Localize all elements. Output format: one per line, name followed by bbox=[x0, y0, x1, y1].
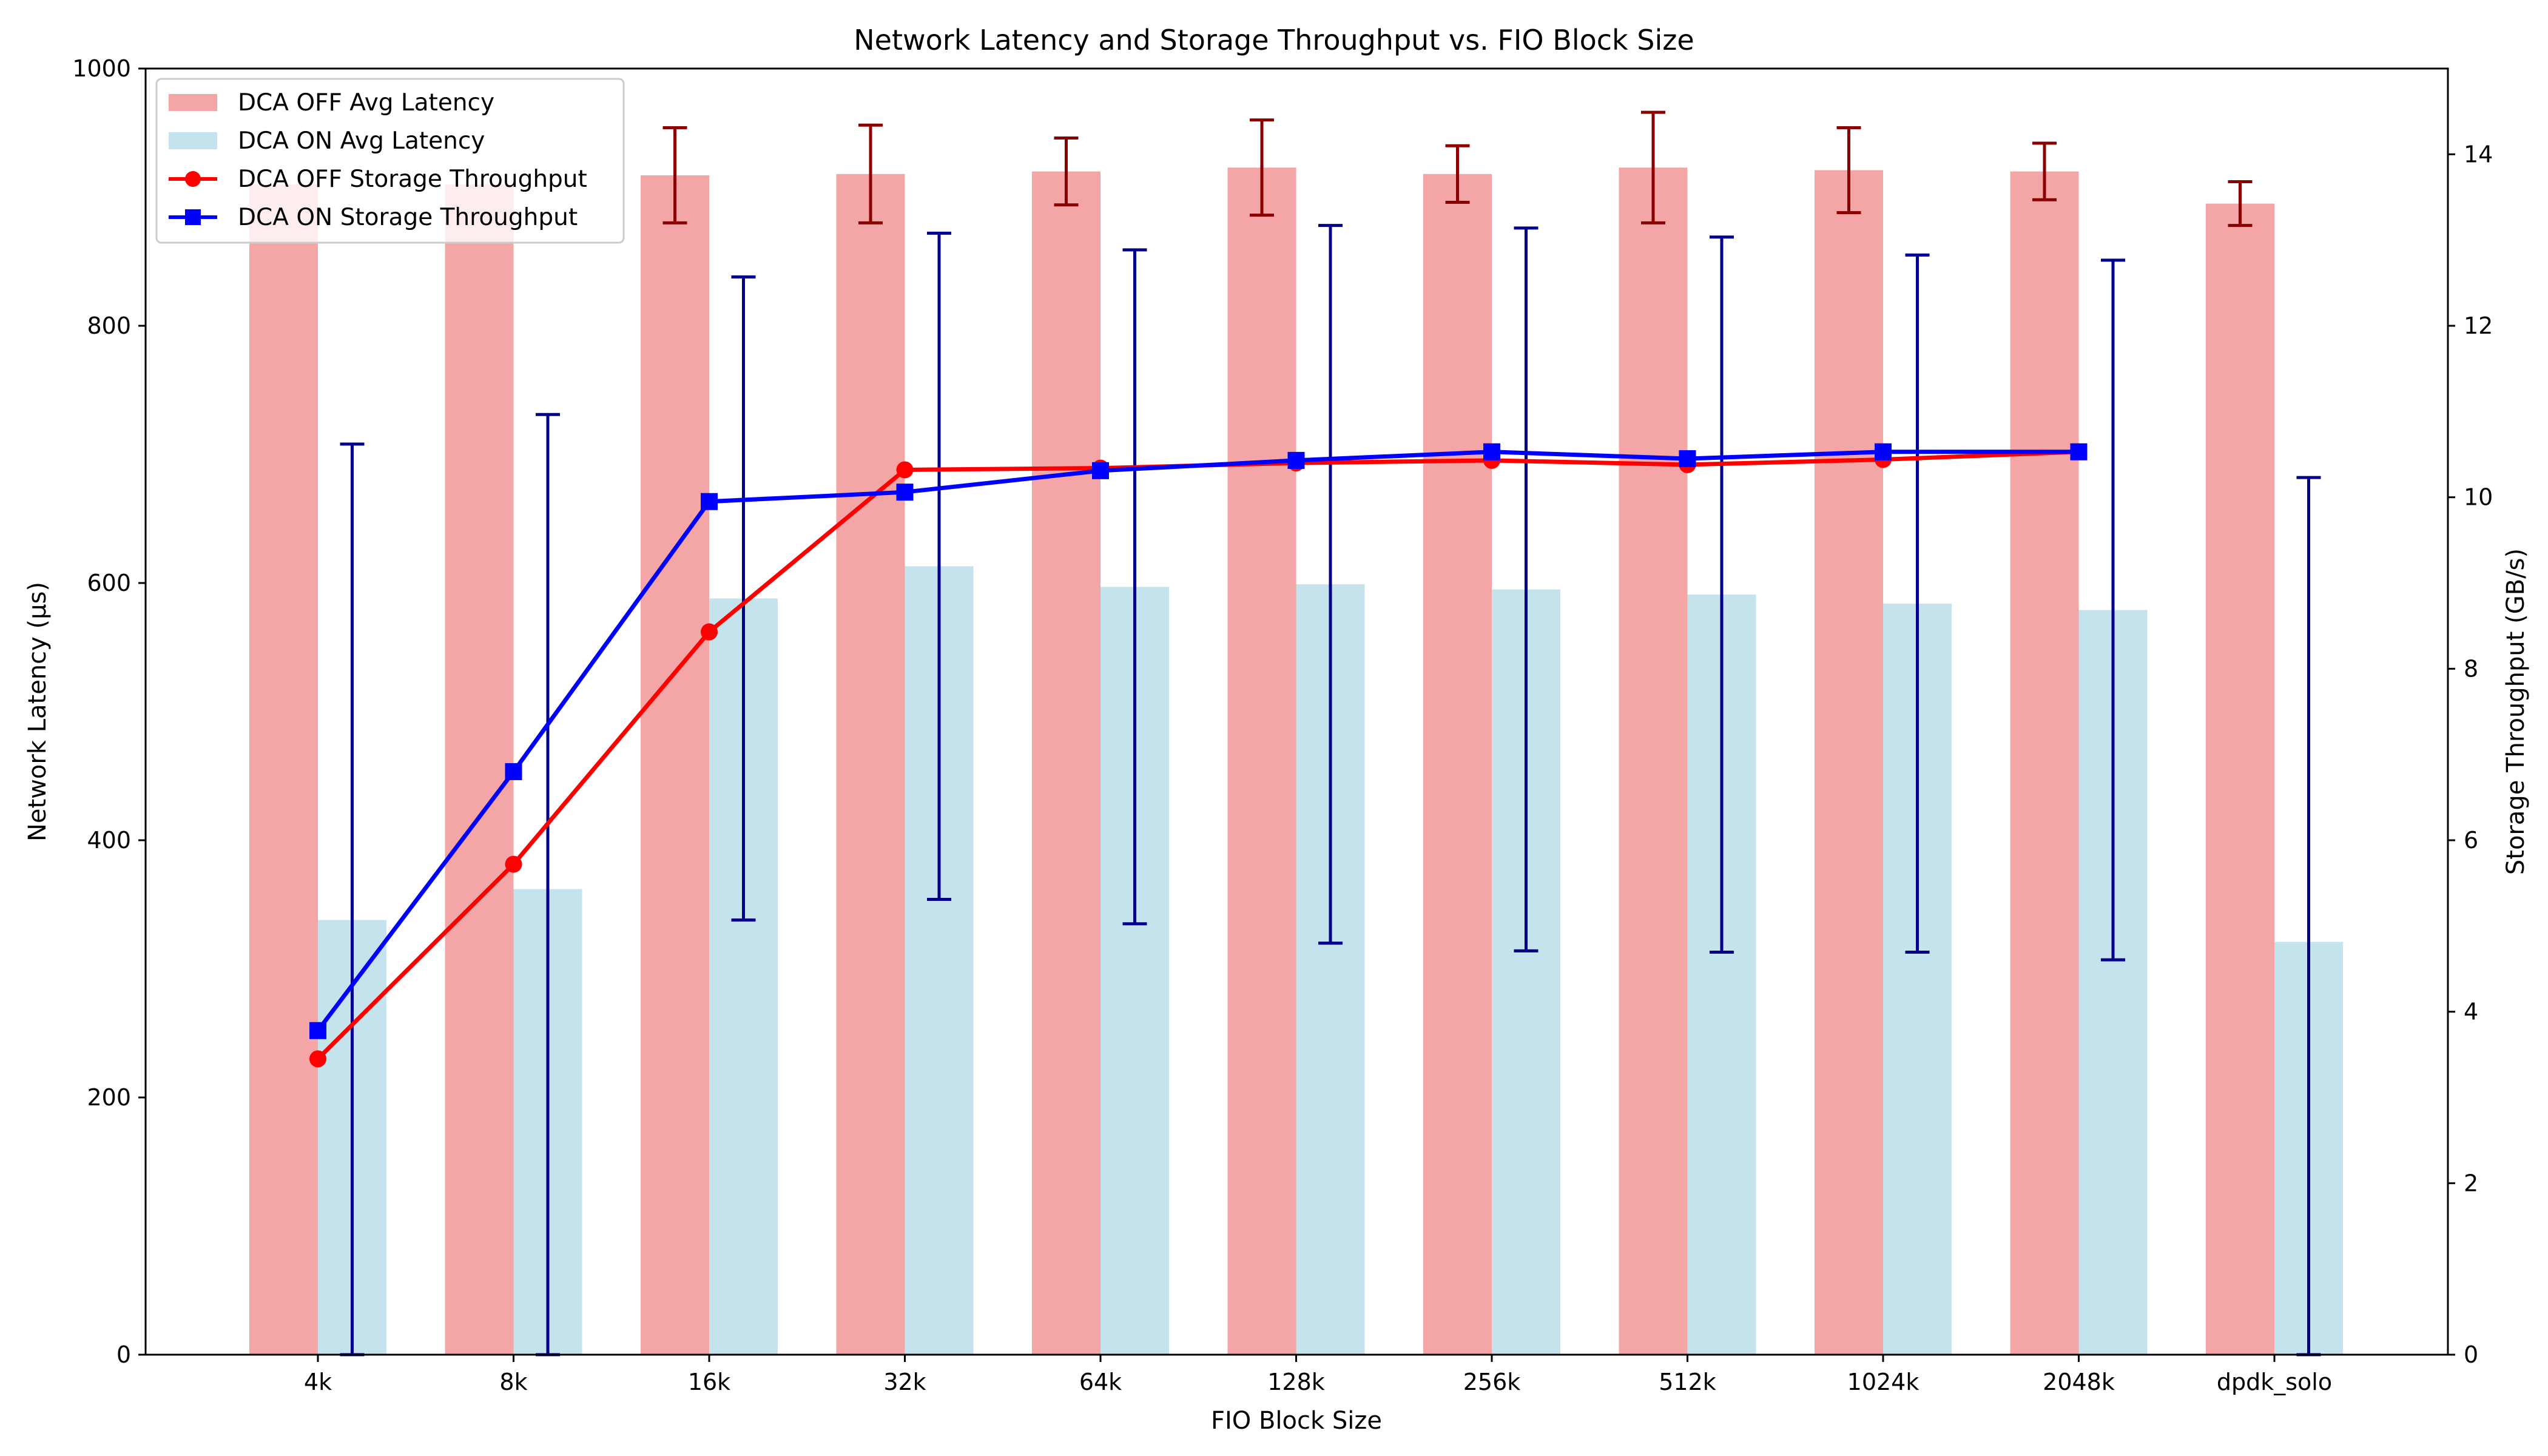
error-bar-dca-off-32k bbox=[858, 123, 883, 224]
error-bar-dca-off-64k bbox=[1054, 136, 1079, 207]
point-dca-on-16k bbox=[701, 493, 718, 510]
error-bar-dca-off-1024k bbox=[1836, 126, 1861, 214]
x-tick-label-2048k: 2048k bbox=[2043, 1369, 2115, 1395]
y2-tick-label-4: 4 bbox=[2464, 999, 2478, 1025]
error-bar-dca-off-512k bbox=[1641, 110, 1665, 224]
legend-label-dca-on-throughput: DCA ON Storage Throughput bbox=[238, 204, 578, 231]
bar-dca-off-1024k bbox=[1815, 170, 1883, 1355]
error-bar-dca-on-512k bbox=[1710, 235, 1734, 954]
error-bar-dca-off-dpdk_solo bbox=[2228, 180, 2253, 228]
y2-tick-label-6: 6 bbox=[2464, 827, 2478, 854]
bar-dca-off-4k bbox=[249, 184, 318, 1355]
error-bar-layer bbox=[340, 110, 2321, 1357]
error-bar-dca-off-256k bbox=[1445, 144, 1470, 204]
y2-tick-label-10: 10 bbox=[2464, 484, 2493, 511]
x-axis: 4k 8k 16k 32k 64k 128k 256k 512k 1024k 2048k dpdk_… bbox=[304, 1355, 2332, 1395]
point-dca-on-128k bbox=[1287, 451, 1305, 469]
error-bar-dca-off-128k bbox=[1250, 118, 1274, 217]
x-tick-label-32k: 32k bbox=[883, 1369, 926, 1395]
x-tick-label-512k: 512k bbox=[1659, 1369, 1716, 1395]
y-tick-label-200: 200 bbox=[87, 1084, 131, 1111]
error-bar-dca-on-16k bbox=[731, 275, 756, 922]
chart-title: Network Latency and Storage Throughput v… bbox=[854, 24, 1694, 56]
bar-dca-off-64k bbox=[1032, 171, 1100, 1355]
x-tick-label-64k: 64k bbox=[1079, 1369, 1122, 1395]
point-dca-off-16k bbox=[701, 623, 718, 641]
x-axis-label: FIO Block Size bbox=[1211, 1407, 1382, 1435]
bar-dca-off-512k bbox=[1619, 167, 1688, 1355]
bar-dca-off-32k bbox=[836, 174, 905, 1355]
error-bar-dca-on-1024k bbox=[1905, 253, 1930, 954]
point-dca-on-4k bbox=[309, 1022, 326, 1039]
error-bar-dca-on-64k bbox=[1122, 248, 1147, 926]
bar-dca-off-dpdk_solo bbox=[2206, 203, 2274, 1355]
y-tick-label-800: 800 bbox=[87, 312, 131, 339]
legend-label-dca-off-throughput: DCA OFF Storage Throughput bbox=[238, 166, 587, 193]
legend-swatch-dca-on-bar bbox=[169, 132, 217, 149]
legend-label-dca-on-latency: DCA ON Avg Latency bbox=[238, 127, 485, 155]
point-dca-off-32k bbox=[896, 461, 914, 479]
bar-dca-off-8k bbox=[445, 184, 514, 1355]
x-tick-label-1024k: 1024k bbox=[1847, 1369, 1919, 1395]
y-axis-left: 0 200 400 600 800 1000 bbox=[72, 55, 146, 1368]
point-dca-on-512k bbox=[1679, 450, 1696, 468]
error-bar-dca-on-32k bbox=[927, 231, 951, 902]
bar-dca-off-256k bbox=[1423, 174, 1492, 1355]
legend-swatch-dca-off-bar bbox=[169, 94, 217, 111]
point-dca-on-2048k bbox=[2070, 443, 2088, 460]
x-tick-label-256k: 256k bbox=[1463, 1369, 1521, 1395]
legend-marker-dca-off bbox=[185, 171, 201, 187]
y-axis-right: 0 2 4 6 8 10 12 14 bbox=[2448, 141, 2493, 1368]
line-dca-on-throughput bbox=[316, 450, 2079, 1032]
line-layer bbox=[309, 443, 2088, 1068]
error-bar-dca-on-256k bbox=[1514, 226, 1539, 952]
y-axis-label: Network Latency (µs) bbox=[24, 582, 52, 841]
error-bar-dca-on-2048k bbox=[2101, 258, 2125, 962]
y2-tick-label-14: 14 bbox=[2464, 141, 2493, 167]
point-dca-on-8k bbox=[505, 763, 522, 780]
x-tick-label-dpdk_solo: dpdk_solo bbox=[2217, 1369, 2332, 1395]
error-bar-dca-off-2048k bbox=[2032, 141, 2057, 201]
point-dca-off-8k bbox=[505, 855, 522, 873]
error-bar-dca-off-16k bbox=[662, 126, 687, 224]
legend: DCA OFF Avg Latency DCA ON Avg Latency D… bbox=[155, 78, 625, 244]
y-tick-label-1000: 1000 bbox=[72, 55, 131, 82]
point-dca-on-1024k bbox=[1875, 443, 1892, 460]
bar-dca-off-16k bbox=[641, 175, 709, 1355]
y-tick-label-0: 0 bbox=[116, 1341, 131, 1368]
y-tick-label-600: 600 bbox=[87, 570, 131, 596]
y2-tick-label-0: 0 bbox=[2464, 1341, 2478, 1368]
y2-tick-label-8: 8 bbox=[2464, 655, 2478, 682]
x-tick-label-16k: 16k bbox=[688, 1369, 730, 1395]
bar-layer bbox=[249, 167, 2343, 1355]
legend-label-dca-off-latency: DCA OFF Avg Latency bbox=[238, 89, 494, 116]
point-dca-on-32k bbox=[896, 484, 914, 501]
error-bar-dca-on-128k bbox=[1318, 224, 1343, 945]
bar-dca-off-128k bbox=[1227, 167, 1296, 1355]
y2-tick-label-2: 2 bbox=[2464, 1170, 2478, 1196]
point-dca-on-256k bbox=[1483, 443, 1500, 460]
y2-axis-label: Storage Throughput (GB/s) bbox=[2502, 548, 2530, 875]
x-tick-label-4k: 4k bbox=[304, 1369, 332, 1395]
legend-frame bbox=[155, 78, 625, 244]
bar-dca-off-2048k bbox=[2010, 171, 2079, 1355]
point-dca-on-64k bbox=[1092, 462, 1109, 479]
x-tick-label-8k: 8k bbox=[499, 1369, 527, 1395]
y-tick-label-400: 400 bbox=[87, 827, 131, 854]
point-dca-off-4k bbox=[309, 1050, 326, 1068]
y2-tick-label-12: 12 bbox=[2464, 312, 2493, 339]
x-tick-label-128k: 128k bbox=[1267, 1369, 1325, 1395]
legend-marker-dca-on bbox=[185, 209, 201, 225]
